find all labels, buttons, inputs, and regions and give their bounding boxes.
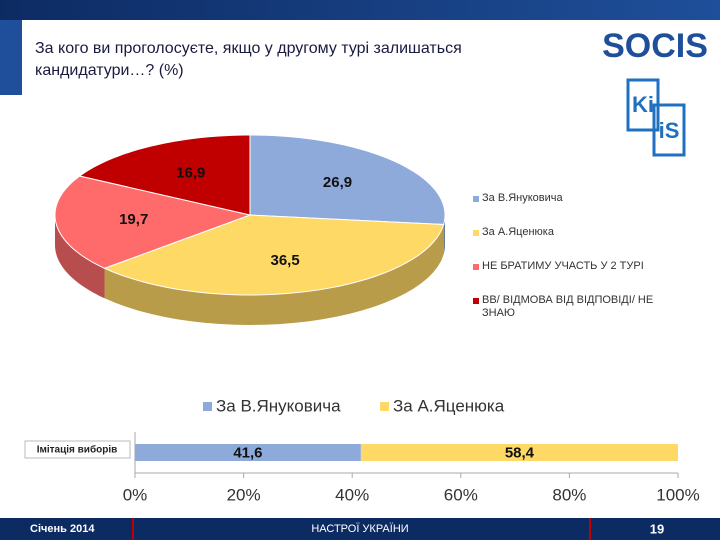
legend-swatch	[473, 298, 479, 304]
legend-swatch	[473, 264, 479, 270]
category-box	[24, 440, 131, 459]
legend-label: За А.Яценюка	[393, 396, 505, 415]
x-tick-label: 100%	[656, 485, 699, 504]
footer-page: 19	[650, 521, 664, 536]
data-label: 16,9	[176, 165, 205, 182]
pie-slice	[249, 134, 446, 226]
data-label: 19,7	[119, 211, 148, 228]
legend-label: За В.Януковича	[482, 192, 563, 204]
footer-bar	[0, 518, 720, 540]
x-tick-label: 20%	[227, 485, 261, 504]
legend-swatch	[380, 402, 389, 411]
legend-label: НЕ БРАТИМУ УЧАСТЬ У 2 ТУРІ	[482, 260, 644, 272]
data-label: 26,9	[323, 174, 352, 191]
logo-kiis: Ki	[632, 92, 654, 117]
data-label: 41,6	[233, 444, 262, 461]
pie-side	[104, 224, 444, 325]
bar-segment	[360, 444, 678, 461]
logo-kiis: iS	[659, 118, 680, 143]
footer-center: НАСТРОЇ УКРАЇНИ	[311, 523, 408, 535]
legend-label: За В.Януковича	[216, 396, 341, 415]
pie-slice	[103, 214, 445, 296]
logo-box	[652, 103, 686, 157]
side-strip	[0, 20, 22, 95]
pie-slice	[78, 134, 251, 216]
x-tick-label: 40%	[335, 485, 369, 504]
legend-label: ВВ/ ВІДМОВА ВІД ВІДПОВІДІ/ НЕ ЗНАЮ	[482, 294, 654, 319]
logo-socis: SOCIS	[602, 27, 708, 65]
x-tick-label: 0%	[123, 485, 148, 504]
category-label: Імітація виборів	[37, 444, 118, 456]
legend-swatch	[473, 196, 479, 202]
top-bar	[0, 0, 720, 20]
x-tick-label: 60%	[444, 485, 478, 504]
x-tick-label: 80%	[552, 485, 586, 504]
legend-label: За А.Яценюка	[482, 226, 554, 238]
data-label: 58,4	[505, 444, 535, 461]
legend-swatch	[473, 230, 479, 236]
data-label: 36,5	[271, 252, 300, 269]
footer-date: Січень 2014	[30, 523, 95, 535]
legend-swatch	[203, 402, 212, 411]
pie-slice	[54, 175, 252, 269]
pie-side	[55, 215, 105, 299]
bar-segment	[135, 444, 361, 461]
slide-title: За кого ви проголосуєте, якщо у другому …	[35, 40, 462, 79]
